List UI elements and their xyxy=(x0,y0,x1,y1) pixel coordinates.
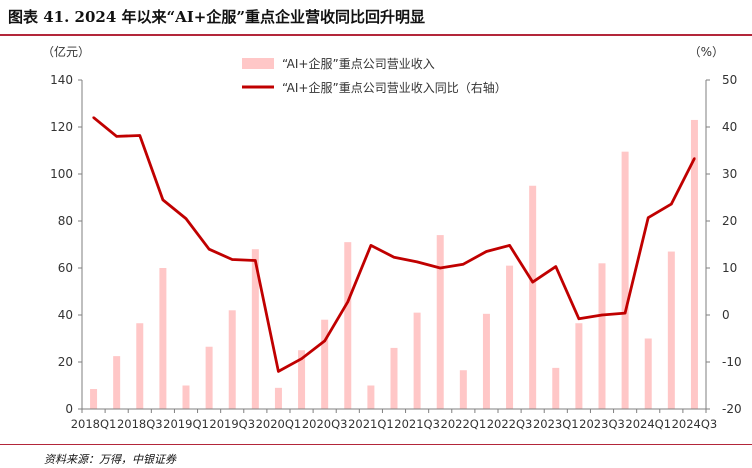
yoy-point-2019Q1 xyxy=(184,217,188,220)
bar-2020Q3 xyxy=(321,319,329,409)
left-tick-label: 20 xyxy=(58,355,73,369)
yoy-point-2020Q3 xyxy=(323,339,326,343)
yoy-point-2022Q1 xyxy=(462,263,465,266)
yoy-point-2022Q2 xyxy=(485,250,488,253)
right-tick-label: 10 xyxy=(722,261,737,275)
left-tick-label: 60 xyxy=(58,261,73,275)
x-tick-label: 2019Q1 xyxy=(163,417,209,431)
bar-2024Q1 xyxy=(644,338,652,409)
bar-2021Q1 xyxy=(367,385,375,409)
yoy-point-2024Q1 xyxy=(647,216,650,219)
x-tick-label: 2024Q3 xyxy=(672,417,718,431)
x-tick-label: 2022Q3 xyxy=(487,417,533,431)
yoy-point-2019Q4 xyxy=(254,259,257,262)
right-tick-label: 20 xyxy=(722,214,737,228)
bar-2023Q2 xyxy=(575,323,583,409)
yoy-point-2021Q2 xyxy=(392,255,396,259)
bar-2023Q3 xyxy=(598,263,606,409)
yoy-point-2024Q2 xyxy=(670,202,673,206)
x-tick-label: 2019Q3 xyxy=(209,417,255,431)
right-axis-unit: （%） xyxy=(689,45,724,59)
yoy-point-2022Q3 xyxy=(508,244,511,247)
bar-2024Q3 xyxy=(690,119,698,409)
bar-2022Q1 xyxy=(459,370,467,409)
bar-2019Q1 xyxy=(182,385,190,409)
x-tick-label: 2021Q3 xyxy=(394,417,440,431)
right-tick-label: 0 xyxy=(722,308,730,322)
right-tick-label: -10 xyxy=(722,355,742,369)
yoy-point-2021Q4 xyxy=(439,266,442,270)
x-tick-label: 2023Q1 xyxy=(533,417,579,431)
yoy-point-2023Q2 xyxy=(577,317,581,320)
x-tick-label: 2018Q3 xyxy=(117,417,163,431)
x-tick-label: 2020Q1 xyxy=(256,417,302,431)
yoy-point-2018Q2 xyxy=(115,135,118,138)
bar-2019Q2 xyxy=(205,346,213,409)
bar-2019Q4 xyxy=(251,249,259,409)
legend-swatch-revenue xyxy=(242,58,274,69)
yoy-point-2023Q1 xyxy=(554,265,557,268)
bar-2022Q2 xyxy=(482,313,490,409)
x-tick-label: 2021Q1 xyxy=(348,417,394,431)
x-tick-label: 2023Q3 xyxy=(579,417,625,431)
yoy-point-2018Q3 xyxy=(138,134,141,137)
yoy-point-2023Q4 xyxy=(623,311,627,315)
bar-2020Q1 xyxy=(274,387,282,409)
yoy-point-2020Q4 xyxy=(346,300,349,304)
right-tick-label: 30 xyxy=(722,167,737,181)
x-tick-label: 2018Q1 xyxy=(71,417,117,431)
left-tick-label: 100 xyxy=(50,167,73,181)
legend-label-yoy: “AI+企服”重点公司营业收入同比（右轴） xyxy=(282,80,507,95)
yoy-point-2020Q1 xyxy=(277,370,280,373)
bar-2018Q3 xyxy=(136,323,144,409)
chart-title: 图表 41. 2024 年以来“AI+企服”重点企业营收同比回升明显 xyxy=(8,8,425,26)
bar-2022Q4 xyxy=(529,185,537,409)
bar-2021Q3 xyxy=(413,312,421,409)
yoy-point-2019Q3 xyxy=(231,258,234,261)
left-tick-label: 140 xyxy=(50,73,73,87)
bar-2023Q1 xyxy=(552,367,560,409)
right-tick-label: 50 xyxy=(722,73,737,87)
yoy-point-2019Q2 xyxy=(207,248,211,251)
yoy-point-2020Q2 xyxy=(300,357,303,360)
left-axis-unit: （亿元） xyxy=(42,44,90,59)
yoy-point-2022Q4 xyxy=(531,280,534,284)
bar-2023Q4 xyxy=(621,151,629,410)
title-divider xyxy=(0,34,752,36)
bar-2021Q4 xyxy=(436,235,444,409)
revenue-chart: （亿元） （%） 0 20 40 60 80 100 120 140 -20 -10 0 10 20 30… xyxy=(42,44,742,431)
bar-2018Q4 xyxy=(159,268,167,409)
x-tick-label: 2022Q1 xyxy=(441,417,487,431)
bar-2018Q1 xyxy=(90,389,98,409)
x-tick-label: 2024Q1 xyxy=(625,417,671,431)
bar-2021Q2 xyxy=(390,347,398,409)
bar-2020Q4 xyxy=(344,242,352,409)
left-tick-label: 0 xyxy=(65,402,73,416)
yoy-point-2018Q1 xyxy=(92,116,95,119)
left-tick-label: 120 xyxy=(50,120,73,134)
right-tick-label: -20 xyxy=(722,402,742,416)
bar-2020Q2 xyxy=(298,350,306,409)
bar-2018Q2 xyxy=(113,356,121,409)
yoy-point-2024Q3 xyxy=(693,157,696,160)
right-tick-label: 40 xyxy=(722,120,737,134)
legend-label-revenue: “AI+企服”重点公司营业收入 xyxy=(282,56,435,71)
left-tick-label: 40 xyxy=(58,308,73,322)
left-tick-label: 80 xyxy=(58,214,73,228)
x-tick-label: 2020Q3 xyxy=(302,417,348,431)
source-note: 资料来源：万得，中银证券 xyxy=(44,453,176,466)
yoy-point-2021Q3 xyxy=(415,260,419,264)
yoy-point-2023Q3 xyxy=(600,313,604,317)
bar-2024Q2 xyxy=(667,251,675,409)
bar-2019Q3 xyxy=(228,310,236,409)
bar-2022Q3 xyxy=(506,265,514,409)
yoy-point-2021Q1 xyxy=(369,244,373,247)
footer-divider xyxy=(0,444,752,445)
yoy-point-2018Q4 xyxy=(161,198,165,202)
